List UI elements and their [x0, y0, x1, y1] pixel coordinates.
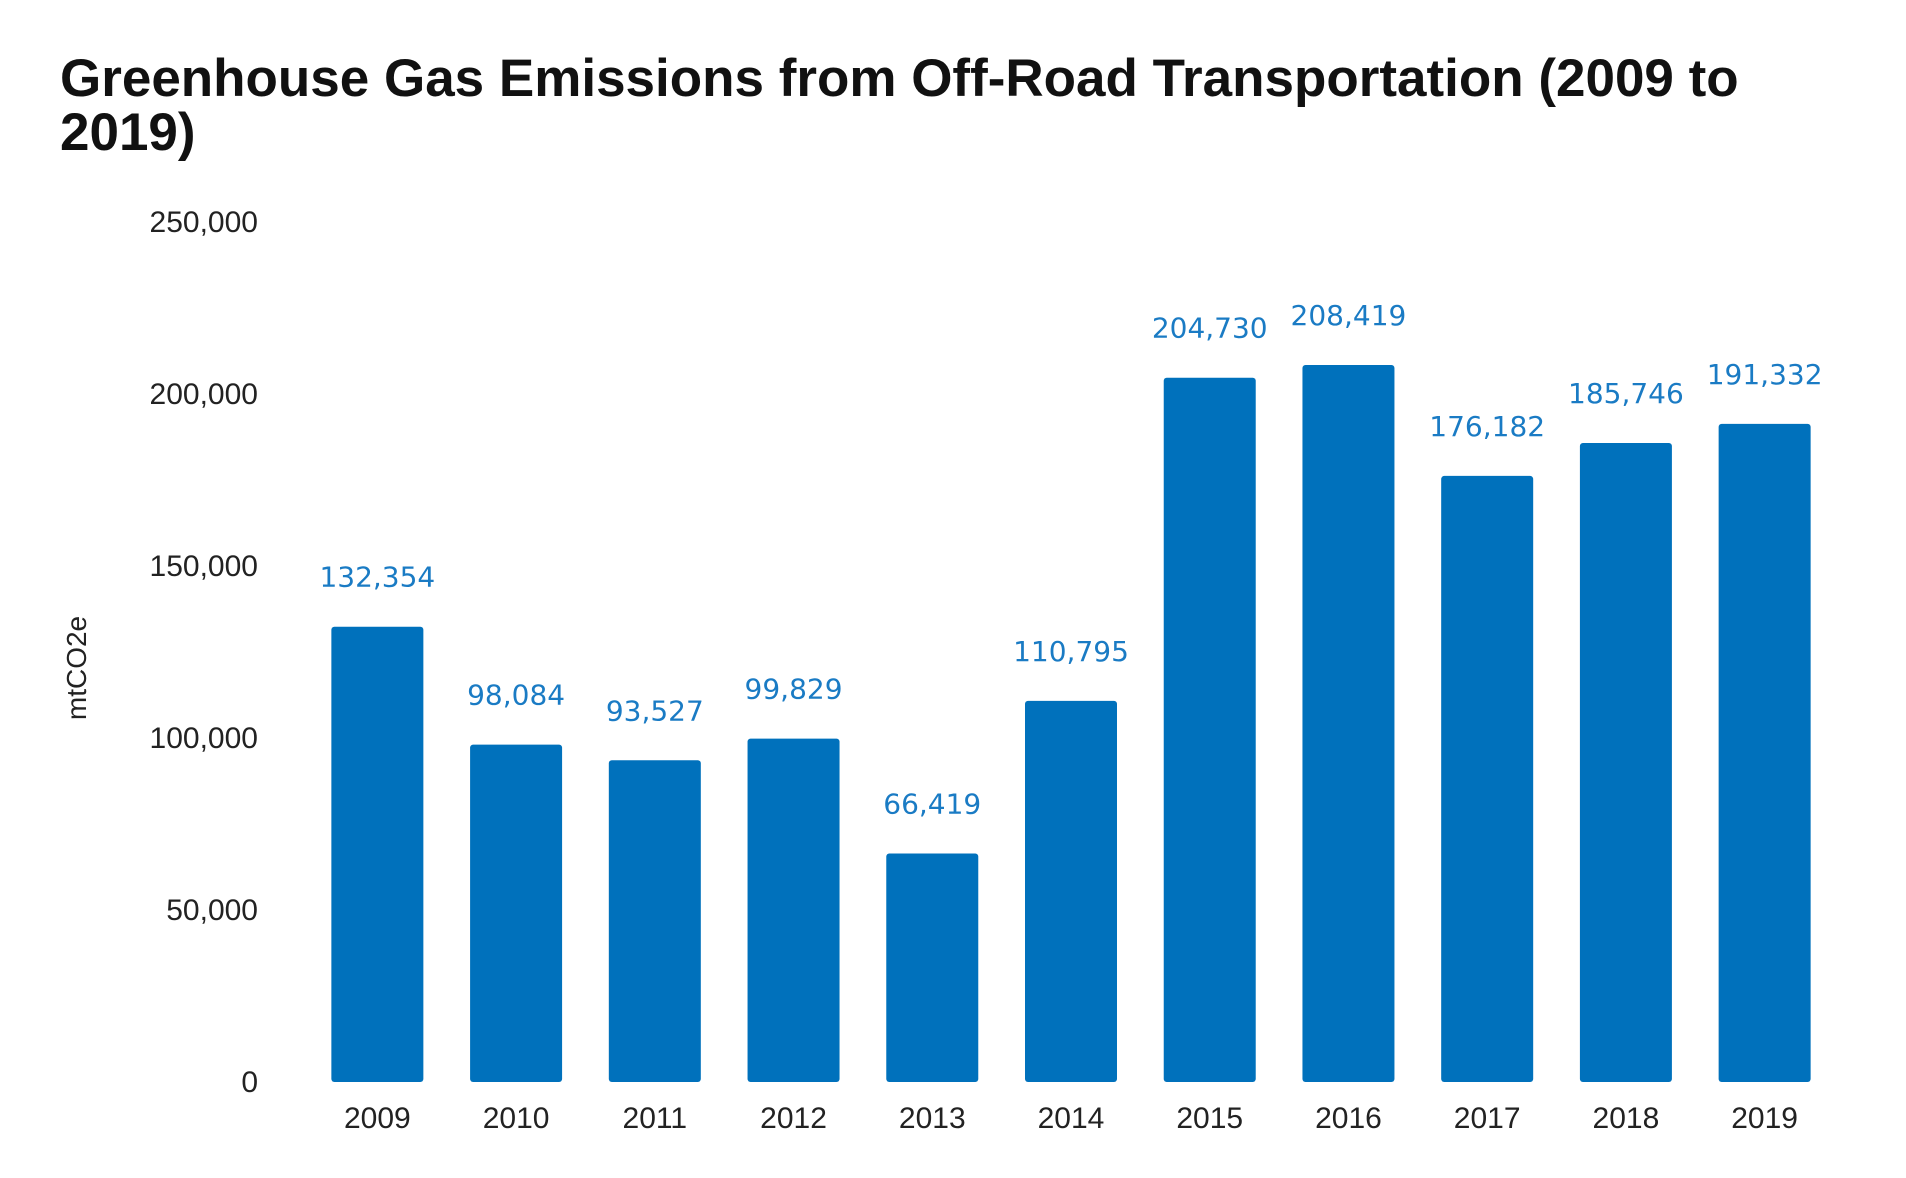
- x-tick-label: 2013: [899, 1102, 966, 1135]
- bar: [1579, 443, 1672, 1082]
- bar-data-label: 204,730: [1152, 312, 1268, 345]
- y-tick-label: 250,000: [150, 206, 258, 239]
- bar: [470, 744, 563, 1082]
- bars-group: [331, 365, 1811, 1083]
- bar-data-label: 93,527: [606, 694, 704, 727]
- y-tick-label: 0: [241, 1066, 258, 1099]
- x-tick-label: 2019: [1731, 1102, 1798, 1135]
- x-axis: 2009 2010 2011 2012 2013 2014 2015 2016 2017 2018…: [344, 1102, 1798, 1135]
- bar-data-label: 98,084: [467, 679, 565, 712]
- y-axis: 0 50,000 100,000 150,000 200,000 250,000: [150, 206, 258, 1099]
- bar-data-label: 176,182: [1429, 410, 1545, 443]
- bar: [1718, 423, 1811, 1082]
- x-tick-label: 2011: [623, 1102, 688, 1135]
- x-tick-label: 2015: [1176, 1102, 1243, 1135]
- x-tick-label: 2016: [1315, 1102, 1382, 1135]
- bar-data-label: 99,829: [745, 673, 843, 706]
- bar: [1163, 377, 1256, 1083]
- bar-data-label: 185,746: [1568, 377, 1684, 410]
- bar-data-label: 208,419: [1291, 299, 1407, 332]
- bar-data-label: 110,795: [1013, 635, 1129, 668]
- bar-data-label: 66,419: [883, 788, 981, 821]
- bar: [1441, 475, 1534, 1082]
- bar: [1302, 365, 1395, 1082]
- bar-data-label: 132,354: [319, 561, 435, 594]
- chart-title: Greenhouse Gas Emissions from Off-Road T…: [60, 49, 1739, 162]
- bar: [331, 626, 424, 1082]
- x-tick-label: 2010: [483, 1102, 550, 1135]
- y-tick-label: 200,000: [150, 378, 258, 411]
- y-axis-title: mtCO2e: [61, 616, 92, 720]
- x-tick-label: 2012: [760, 1102, 827, 1135]
- x-tick-label: 2009: [344, 1102, 411, 1135]
- data-labels-group: 132,354 98,084 93,527 99,829 66,419 110,795 20…: [319, 299, 1822, 820]
- bar: [747, 738, 840, 1082]
- x-tick-label: 2018: [1593, 1102, 1660, 1135]
- x-tick-label: 2017: [1454, 1102, 1521, 1135]
- y-tick-label: 100,000: [150, 722, 258, 755]
- bar: [1025, 700, 1117, 1082]
- bar: [608, 760, 701, 1082]
- bar-data-label: 191,332: [1707, 358, 1823, 391]
- bar: [886, 853, 979, 1082]
- y-tick-label: 50,000: [166, 894, 258, 927]
- x-tick-label: 2014: [1038, 1102, 1105, 1135]
- y-tick-label: 150,000: [150, 550, 258, 583]
